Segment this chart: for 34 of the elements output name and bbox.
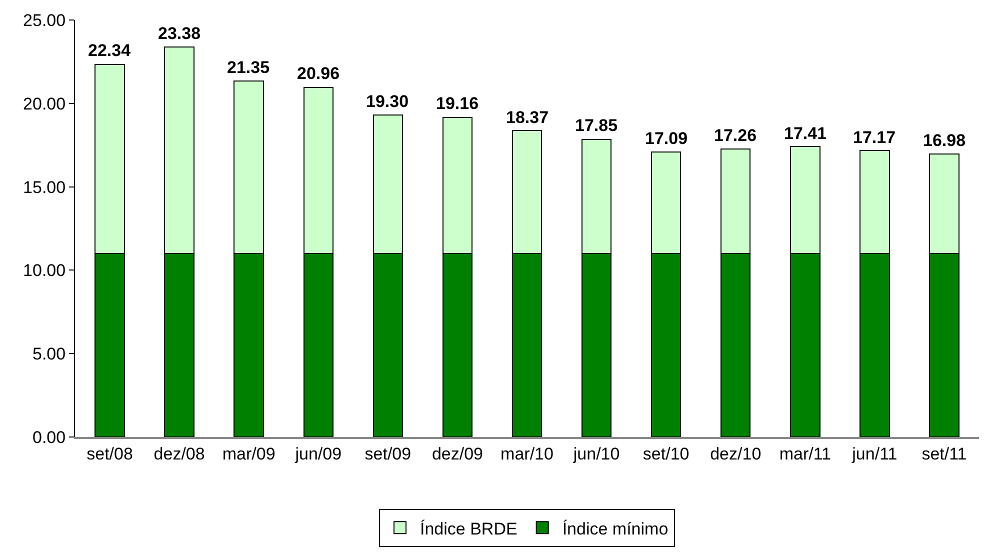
x-tick-label: jun/09 <box>294 444 342 464</box>
total-label: 17.17 <box>853 128 896 147</box>
y-tick-label: 0.00 <box>32 428 66 447</box>
y-tick-label: 10.00 <box>23 261 66 280</box>
legend-label: Índice mínimo <box>562 519 668 538</box>
y-tick-label: 15.00 <box>23 178 66 197</box>
y-tick-label: 20.00 <box>23 94 66 114</box>
x-tick-label: dez/10 <box>710 444 762 464</box>
total-label: 17.26 <box>714 126 757 145</box>
x-tick-label: set/09 <box>364 444 412 464</box>
total-label: 23.38 <box>158 24 201 43</box>
x-tick-label: mar/10 <box>500 444 554 464</box>
total-label: 17.41 <box>784 124 827 143</box>
x-tick-label: mar/09 <box>222 444 276 464</box>
total-label: 17.09 <box>645 129 688 148</box>
total-label: 17.85 <box>575 116 618 135</box>
total-label: 20.96 <box>297 64 340 83</box>
y-tick-label: 25.00 <box>23 10 66 30</box>
total-label: 16.98 <box>923 131 966 150</box>
x-tick-label: set/11 <box>922 444 967 464</box>
x-tick-label: mar/11 <box>779 444 831 464</box>
x-tick-label: dez/08 <box>154 444 205 464</box>
total-label: 19.16 <box>436 94 479 113</box>
total-label: 22.34 <box>88 41 132 60</box>
x-tick-label: set/08 <box>86 444 133 464</box>
x-tick-label: set/10 <box>642 444 690 464</box>
total-label: 19.30 <box>366 92 409 111</box>
x-tick-label: jun/10 <box>572 444 620 464</box>
y-tick-label: 5.00 <box>32 344 66 364</box>
x-tick-label: dez/09 <box>432 444 483 464</box>
total-label: 18.37 <box>506 108 549 127</box>
legend-label: Índice BRDE <box>420 519 518 538</box>
total-label: 21.35 <box>227 58 270 77</box>
x-tick-label: jun/11 <box>851 444 898 464</box>
